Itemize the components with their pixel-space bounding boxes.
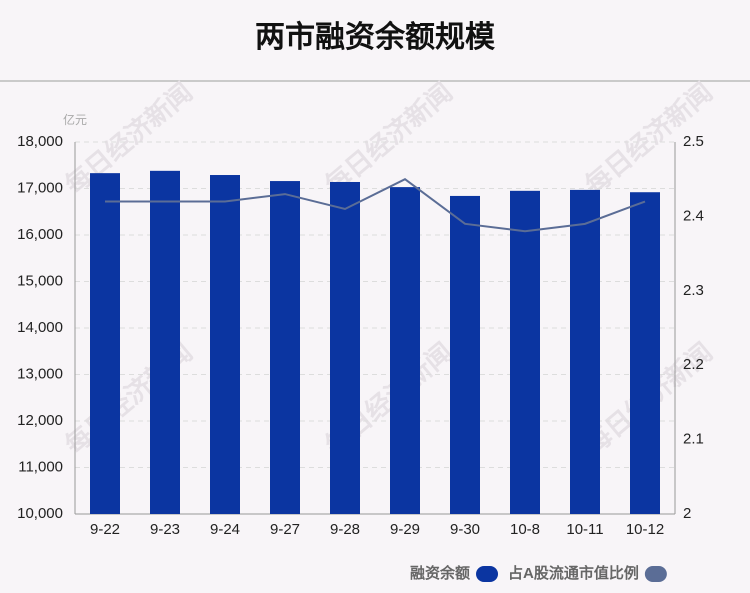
y2-tick-label: 2.4 [683,207,704,224]
x-tick-label: 9-30 [450,521,480,538]
y-tick-label: 14,000 [17,319,63,336]
bar [90,173,120,514]
x-tick-label: 9-24 [210,521,240,538]
x-tick-label: 9-23 [150,521,180,538]
y-tick-label: 18,000 [17,133,63,150]
legend-swatch [644,566,667,582]
y2-tick-label: 2.1 [683,431,704,448]
x-tick-label: 9-22 [90,521,120,538]
legend-label: 占A股流通市值比例 [508,564,639,582]
y-tick-label: 11,000 [18,458,63,475]
legend-label: 融资余额 [410,564,470,582]
y-tick-label: 15,000 [17,272,63,289]
chart-title: 两市融资余额规模 [255,20,495,54]
unit-label: 亿元 [63,112,87,127]
y2-tick-label: 2.2 [683,356,704,373]
y-tick-label: 12,000 [17,412,63,429]
bar [210,175,240,514]
bar [150,170,180,514]
bar [390,187,420,515]
y2-tick-label: 2 [683,505,691,522]
y2-tick-label: 2.3 [683,282,704,299]
y-tick-label: 17,000 [17,179,63,196]
bar [270,181,300,514]
y-tick-label: 10,000 [17,505,63,522]
bar [330,181,360,515]
x-tick-label: 9-29 [390,521,420,538]
legend-swatch [476,566,499,582]
bar [510,190,540,514]
y2-tick-label: 2.5 [683,133,704,150]
x-tick-label: 10-12 [626,521,664,538]
bar [570,189,600,514]
x-tick-label: 9-28 [330,521,360,538]
y-tick-label: 13,000 [17,365,63,382]
bar [630,192,660,514]
bar [450,195,480,514]
x-tick-label: 10-11 [566,521,603,538]
line [105,178,646,233]
x-tick-label: 10-8 [510,521,540,538]
x-tick-label: 9-27 [270,521,300,538]
y-tick-label: 16,000 [17,226,63,243]
